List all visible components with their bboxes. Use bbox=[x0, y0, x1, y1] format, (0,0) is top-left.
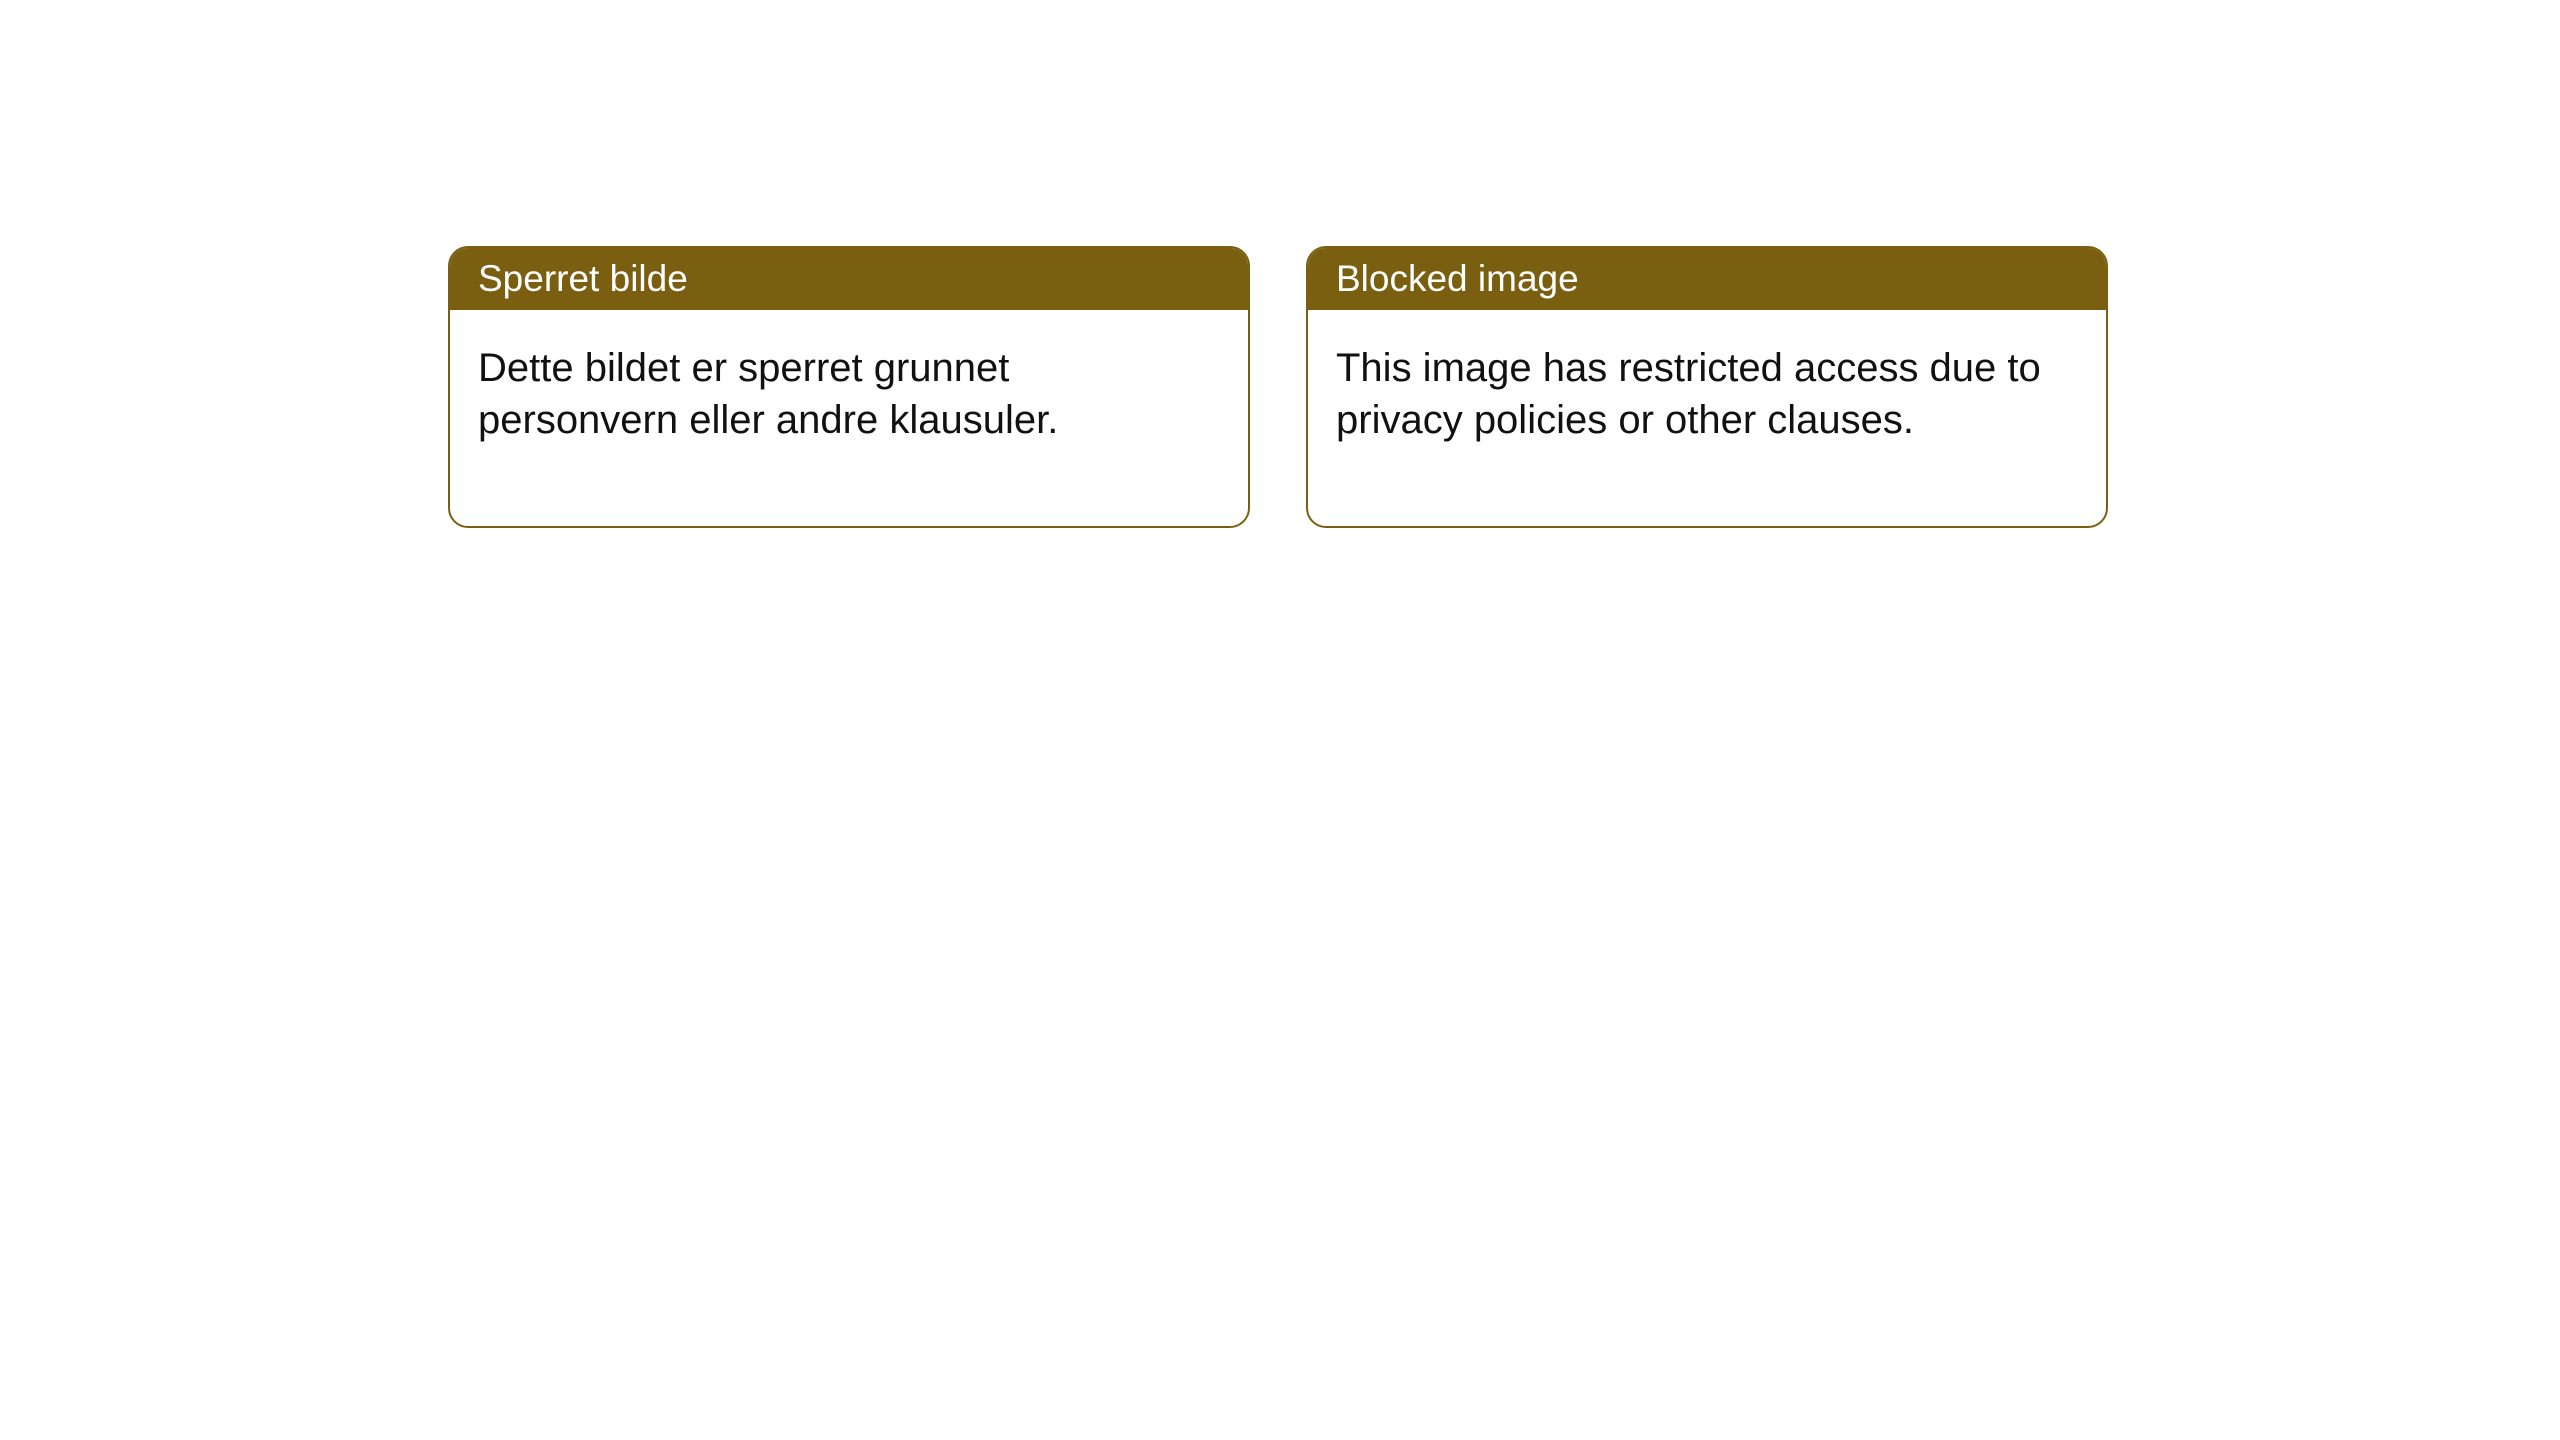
notice-body-text: Dette bildet er sperret grunnet personve… bbox=[478, 342, 1220, 446]
notice-card-header: Sperret bilde bbox=[450, 248, 1248, 310]
notice-header-text: Blocked image bbox=[1336, 258, 1579, 299]
notice-cards-container: Sperret bilde Dette bildet er sperret gr… bbox=[448, 246, 2108, 528]
notice-header-text: Sperret bilde bbox=[478, 258, 688, 299]
notice-card-body: This image has restricted access due to … bbox=[1308, 310, 2106, 526]
notice-card-header: Blocked image bbox=[1308, 248, 2106, 310]
notice-card-english: Blocked image This image has restricted … bbox=[1306, 246, 2108, 528]
notice-body-text: This image has restricted access due to … bbox=[1336, 342, 2078, 446]
notice-card-body: Dette bildet er sperret grunnet personve… bbox=[450, 310, 1248, 526]
notice-card-norwegian: Sperret bilde Dette bildet er sperret gr… bbox=[448, 246, 1250, 528]
